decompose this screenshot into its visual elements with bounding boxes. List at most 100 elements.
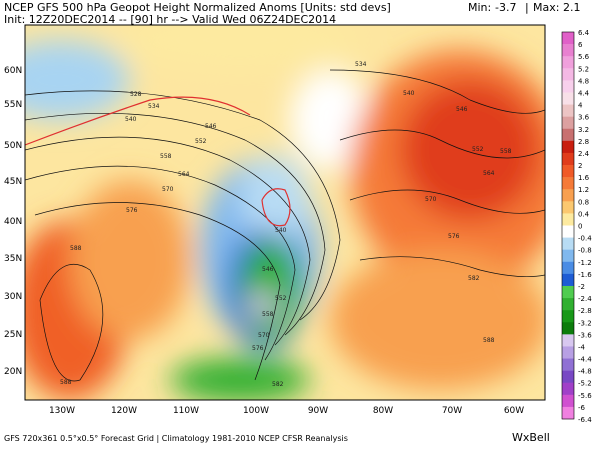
colorbar-cell — [562, 346, 574, 359]
contour-label: 552 — [195, 138, 207, 145]
colorbar-cell — [562, 249, 574, 263]
contour-label: 546 — [262, 266, 274, 273]
colorbar-cell — [562, 213, 574, 226]
colorbar-label: -1.6 — [578, 271, 592, 279]
colorbar-cell — [562, 370, 574, 384]
colorbar-cell — [562, 92, 574, 105]
max-value: 2.1 — [563, 1, 581, 14]
longitude-label: 100W — [243, 406, 269, 416]
colorbar-label: -4 — [578, 343, 586, 351]
colorbar-label: -2.8 — [578, 307, 592, 315]
colorbar-label: 2.4 — [578, 150, 590, 158]
colorbar-label: -6 — [578, 404, 586, 412]
colorbar-label: 4 — [578, 102, 583, 110]
contour-label: 588 — [60, 379, 72, 386]
colorbar-label: 1.6 — [578, 174, 590, 182]
longitude-label: 80W — [373, 406, 393, 416]
contour-label: 558 — [500, 148, 512, 155]
footer: GFS 720x361 0.5°x0.5° Forecast Grid | Cl… — [4, 434, 348, 443]
colorbar-label: -0.8 — [578, 247, 592, 255]
contour-label: 552 — [472, 146, 484, 153]
longitude-label: 70W — [442, 406, 462, 416]
colorbar-label: 3.2 — [578, 126, 589, 134]
latitude-label: 30N — [4, 292, 22, 302]
colorbar-cell — [562, 44, 574, 57]
latitude-label: 45N — [4, 177, 22, 187]
colorbar-cell — [562, 140, 574, 154]
longitude-label: 60W — [504, 406, 524, 416]
contour-label: 564 — [178, 171, 190, 178]
axes: 60N 55N 50N 45N 40N 35N 30N 25N 20N 130W 120W 110W 1… — [4, 66, 524, 416]
colorbar-cell — [562, 152, 574, 166]
colorbar-cell — [562, 285, 574, 299]
colorbar-label: -4.4 — [578, 356, 592, 364]
contour-label: 570 — [258, 332, 270, 339]
latitude-label: 50N — [4, 141, 22, 151]
colorbar-label: -2 — [578, 283, 585, 291]
colorbar-cell — [562, 298, 574, 311]
latitude-label: 20N — [4, 367, 22, 377]
contour-label: 588 — [483, 337, 495, 344]
colorbar-cell — [562, 80, 574, 93]
min-value: -3.7 — [495, 1, 516, 14]
colorbar-label: -1.2 — [578, 259, 592, 267]
contour-label: 570 — [162, 186, 174, 193]
latitude-label: 35N — [4, 254, 22, 264]
colorbar-cell — [562, 261, 574, 275]
colorbar-label: 6 — [578, 41, 583, 49]
contour-label: 552 — [275, 295, 287, 302]
colorbar-label: 1.2 — [578, 186, 589, 194]
colorbar-cell — [562, 116, 574, 130]
colorbar-cell — [562, 56, 574, 69]
colorbar-cell — [562, 322, 574, 335]
contour-label: 558 — [262, 311, 274, 318]
min-label: Min: — [468, 1, 491, 14]
colorbar-cell — [562, 225, 574, 238]
latitude-label: 40N — [4, 217, 22, 227]
colorbar-label: -5.6 — [578, 392, 592, 400]
separator: | — [525, 1, 529, 14]
colorbar-cell — [562, 237, 574, 250]
colorbar-cell — [562, 32, 574, 45]
contour-label: 576 — [126, 207, 138, 214]
contour-label: 546 — [205, 123, 217, 130]
contour-label: 582 — [468, 275, 480, 282]
map: 534 528 534 540 546 552 558 564 570 576 … — [25, 25, 545, 400]
contour-label: 540 — [125, 116, 137, 123]
colorbar-cell — [562, 201, 574, 214]
colorbar-label: -3.2 — [578, 319, 592, 327]
colorbar-label: 4.4 — [578, 89, 590, 97]
colorbar-label: -0.4 — [578, 235, 592, 243]
colorbar-label: -2.4 — [578, 295, 592, 303]
colorbar-label: 5.6 — [578, 53, 590, 61]
colorbar-cell — [562, 68, 574, 81]
colorbar-label: 5.2 — [578, 65, 589, 73]
contour-label: 534 — [148, 103, 160, 110]
colorbar-cell — [562, 382, 574, 396]
init-line: Init: 12Z20DEC2014 -- [90] hr --> Valid … — [4, 13, 336, 26]
colorbar-label: 0.8 — [578, 198, 589, 206]
colorbar-cell — [562, 310, 574, 323]
contour-label: 570 — [425, 196, 437, 203]
contour-label: 558 — [160, 153, 172, 160]
max-label: Max: — [533, 1, 559, 14]
contour-label: 576 — [448, 233, 460, 240]
contour-label: 546 — [456, 106, 468, 113]
colorbar-label: 6.4 — [578, 29, 590, 37]
colorbar-label: -5.2 — [578, 380, 592, 388]
colorbar-cell — [562, 358, 574, 371]
latitude-label: 60N — [4, 66, 22, 76]
longitude-label: 110W — [173, 406, 199, 416]
colorbar-cell — [562, 273, 574, 287]
contour-label: 582 — [272, 381, 284, 388]
colorbar-label: -3.6 — [578, 331, 592, 339]
contour-label: 588 — [70, 245, 82, 252]
contour-label: 534 — [355, 61, 367, 68]
colorbar-label: 4.8 — [578, 77, 589, 85]
colorbar-cell — [562, 177, 574, 190]
colorbar-frame — [561, 31, 575, 420]
latitude-label: 55N — [4, 100, 22, 110]
colorbar-label: -4.8 — [578, 368, 592, 376]
colorbar-cell — [562, 394, 574, 408]
contour-label: 540 — [275, 227, 287, 234]
